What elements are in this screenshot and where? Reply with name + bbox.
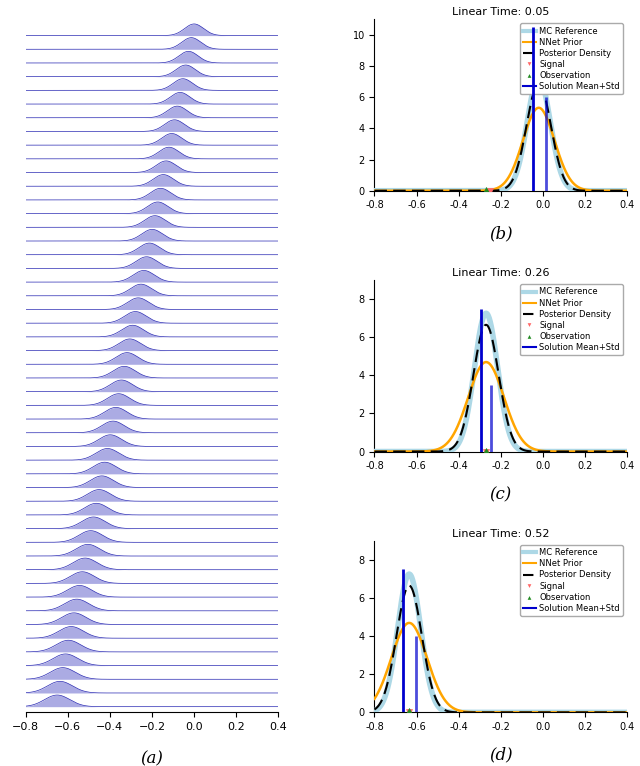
Text: (d): (d) — [489, 747, 513, 764]
Legend: MC Reference, NNet Prior, Posterior Density, Signal, Observation, Solution Mean+: MC Reference, NNet Prior, Posterior Dens… — [520, 284, 623, 355]
Legend: MC Reference, NNet Prior, Posterior Density, Signal, Observation, Solution Mean+: MC Reference, NNet Prior, Posterior Dens… — [520, 23, 623, 94]
Text: (b): (b) — [489, 225, 513, 242]
Title: Linear Time: 0.05: Linear Time: 0.05 — [452, 7, 550, 17]
Title: Linear Time: 0.26: Linear Time: 0.26 — [452, 268, 550, 278]
Title: Linear Time: 0.52: Linear Time: 0.52 — [452, 529, 550, 538]
Text: (a): (a) — [141, 751, 163, 766]
Text: (c): (c) — [490, 486, 512, 503]
Legend: MC Reference, NNet Prior, Posterior Density, Signal, Observation, Solution Mean+: MC Reference, NNet Prior, Posterior Dens… — [520, 545, 623, 616]
